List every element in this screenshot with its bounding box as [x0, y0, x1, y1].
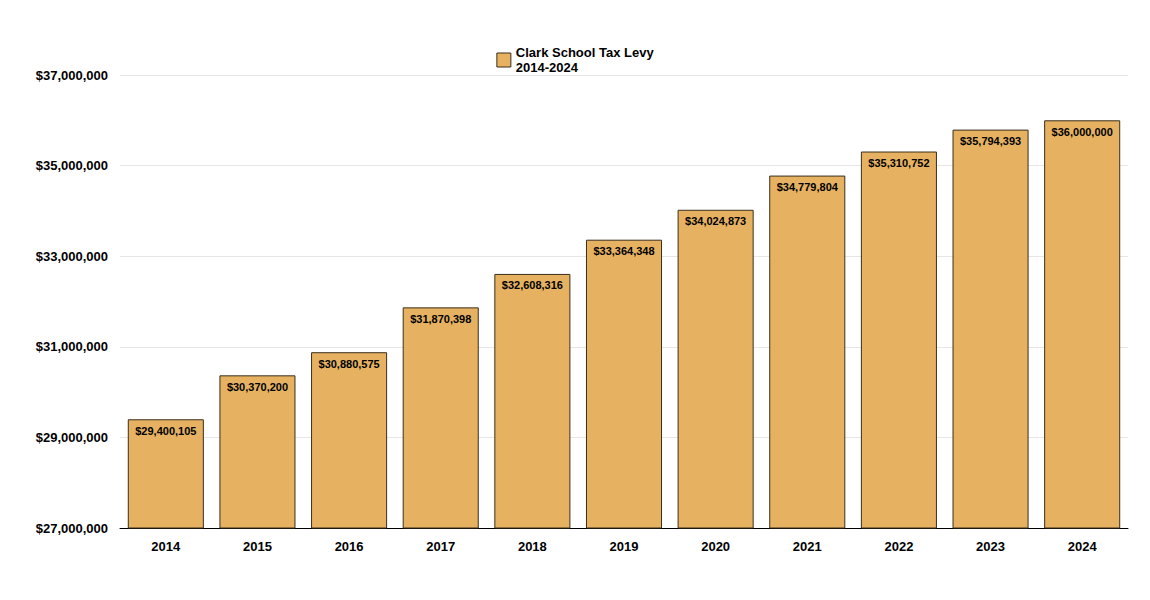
svg-text:$37,000,000: $37,000,000 [36, 68, 108, 83]
svg-text:$30,880,575: $30,880,575 [319, 358, 380, 370]
svg-text:2020: 2020 [701, 539, 730, 554]
svg-text:$34,779,804: $34,779,804 [777, 181, 839, 193]
svg-text:$31,870,398: $31,870,398 [410, 313, 471, 325]
svg-text:$29,000,000: $29,000,000 [36, 430, 108, 445]
svg-text:2014: 2014 [151, 539, 181, 554]
svg-text:$34,024,873: $34,024,873 [685, 215, 746, 227]
svg-text:$32,608,316: $32,608,316 [502, 279, 563, 291]
svg-text:2024: 2024 [1068, 539, 1098, 554]
svg-text:2018: 2018 [518, 539, 547, 554]
svg-text:Clark School Tax Levy: Clark School Tax Levy [516, 45, 655, 60]
svg-text:2019: 2019 [610, 539, 639, 554]
svg-text:$33,364,348: $33,364,348 [593, 245, 654, 257]
svg-text:2021: 2021 [793, 539, 822, 554]
svg-text:2015: 2015 [243, 539, 272, 554]
svg-text:$27,000,000: $27,000,000 [36, 521, 108, 536]
svg-text:$31,000,000: $31,000,000 [36, 339, 108, 354]
svg-text:$35,000,000: $35,000,000 [36, 158, 108, 173]
svg-text:2014-2024: 2014-2024 [516, 60, 579, 75]
svg-text:2022: 2022 [884, 539, 913, 554]
svg-text:$33,000,000: $33,000,000 [36, 249, 108, 264]
svg-text:2017: 2017 [426, 539, 455, 554]
svg-text:$35,310,752: $35,310,752 [868, 157, 929, 169]
svg-text:$29,400,105: $29,400,105 [135, 425, 196, 437]
svg-text:$30,370,200: $30,370,200 [227, 381, 288, 393]
svg-text:2016: 2016 [335, 539, 364, 554]
svg-text:$36,000,000: $36,000,000 [1052, 126, 1113, 138]
svg-text:$35,794,393: $35,794,393 [960, 135, 1021, 147]
svg-text:2023: 2023 [976, 539, 1005, 554]
